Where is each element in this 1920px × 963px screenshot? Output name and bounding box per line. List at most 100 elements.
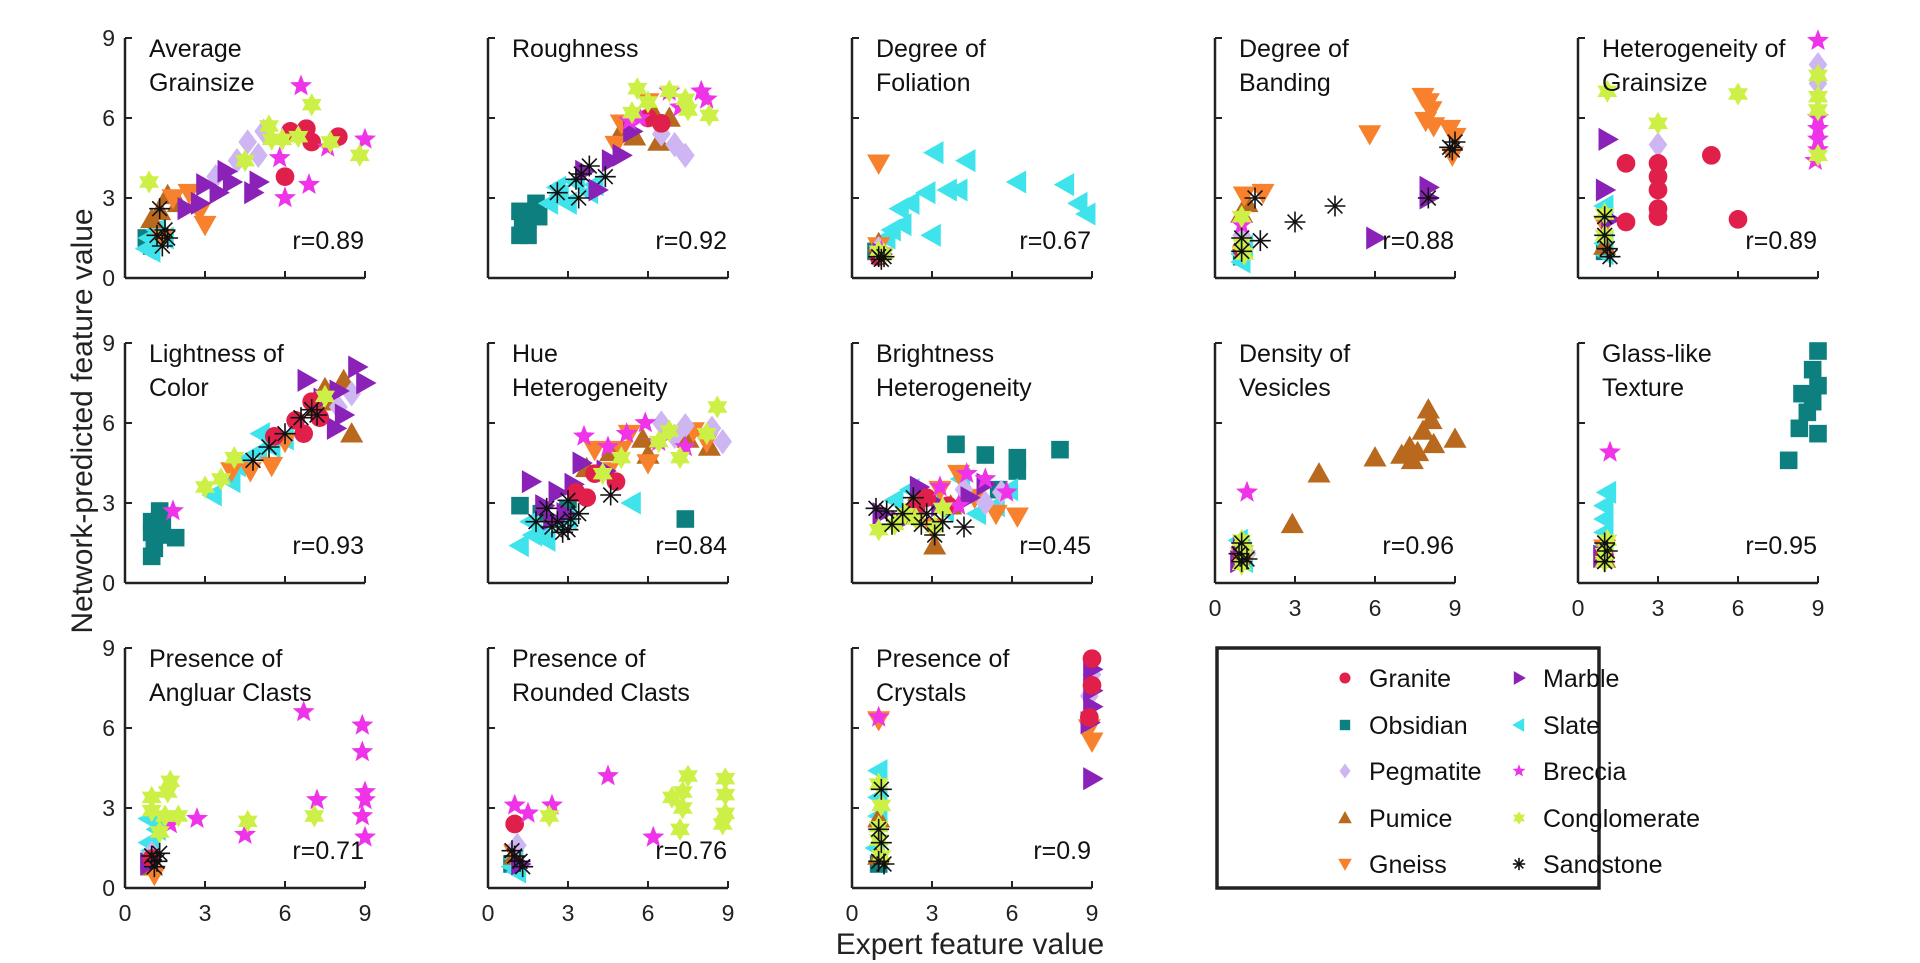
point-granite bbox=[651, 113, 671, 133]
point-conglomerate bbox=[707, 395, 728, 419]
point-sandstone bbox=[541, 516, 563, 538]
point-gneiss bbox=[1411, 87, 1435, 109]
legend-label: Breccia bbox=[1543, 758, 1626, 786]
point-gneiss bbox=[1422, 117, 1446, 138]
point-conglomerate bbox=[871, 844, 892, 868]
point-marble bbox=[249, 170, 270, 194]
points bbox=[1230, 87, 1467, 274]
point-conglomerate bbox=[1808, 85, 1828, 109]
panel-title: Presence of Angluar Clasts bbox=[149, 645, 312, 707]
point-pumice bbox=[1422, 432, 1446, 454]
point-conglomerate bbox=[659, 419, 680, 443]
point-granite bbox=[1616, 153, 1636, 173]
x-tick-label: 0 bbox=[846, 900, 859, 926]
x-tick-label: 6 bbox=[1732, 595, 1745, 621]
point-sandstone bbox=[1249, 230, 1271, 252]
point-sandstone bbox=[870, 832, 892, 854]
panel-title: Density of Vesicles bbox=[1239, 340, 1350, 402]
point-pegmatite bbox=[975, 490, 995, 516]
point-obsidian bbox=[1809, 424, 1827, 443]
correlation-label: r=0.93 bbox=[292, 532, 364, 560]
points bbox=[864, 649, 1104, 875]
legend-marker-pegmatite bbox=[1339, 763, 1351, 779]
point-pegmatite bbox=[342, 381, 362, 407]
x-tick-label: 3 bbox=[1289, 595, 1302, 621]
point-pumice bbox=[340, 422, 364, 443]
point-gneiss bbox=[1419, 101, 1443, 122]
point-granite bbox=[577, 488, 597, 508]
legend-label: Gneiss bbox=[1369, 851, 1447, 879]
panel-title: Heterogeneity of Grainsize bbox=[1602, 35, 1786, 97]
panel-title: Presence of Rounded Clasts bbox=[512, 645, 690, 707]
x-tick-label: 9 bbox=[1449, 595, 1462, 621]
point-obsidian bbox=[1008, 462, 1027, 480]
correlation-label: r=0.76 bbox=[655, 837, 727, 865]
points bbox=[867, 141, 1096, 270]
panel-roughness: Roughness r=0.92 bbox=[486, 35, 729, 280]
point-conglomerate bbox=[696, 422, 717, 446]
point-gneiss bbox=[984, 504, 1008, 526]
point-pegmatite bbox=[651, 410, 671, 436]
point-gneiss bbox=[193, 215, 217, 237]
point-breccia bbox=[351, 804, 374, 826]
point-slate bbox=[920, 223, 941, 247]
point-sandstone bbox=[1594, 224, 1616, 246]
point-obsidian bbox=[1008, 448, 1027, 467]
point-breccia bbox=[1236, 480, 1258, 502]
legend-label: Pumice bbox=[1369, 805, 1452, 833]
legend-item-slate: Slate bbox=[1512, 712, 1600, 740]
x-tick-label: 0 bbox=[119, 900, 132, 926]
panel-title: Hue Heterogeneity bbox=[512, 340, 668, 402]
point-slate bbox=[923, 141, 944, 165]
point-marble bbox=[177, 197, 198, 221]
point-slate bbox=[947, 178, 968, 202]
correlation-label: r=0.96 bbox=[1382, 532, 1454, 560]
point-conglomerate bbox=[224, 446, 245, 470]
point-pegmatite bbox=[238, 129, 258, 155]
points bbox=[1593, 342, 1827, 574]
point-pumice bbox=[1363, 446, 1387, 467]
point-obsidian bbox=[529, 207, 548, 226]
point-sandstone bbox=[525, 511, 547, 533]
panel-title: Presence of Crystals bbox=[876, 645, 1009, 707]
panel-brightness-heterogeneity: Brightness Heterogeneity r=0.45 bbox=[850, 340, 1093, 585]
point-slate bbox=[1053, 173, 1075, 197]
point-conglomerate bbox=[195, 475, 215, 499]
point-obsidian bbox=[513, 213, 532, 231]
panel-title: Degree of Foliation bbox=[876, 35, 986, 97]
point-conglomerate bbox=[211, 467, 231, 491]
point-sandstone bbox=[1324, 195, 1346, 217]
y-tick-label: 3 bbox=[102, 185, 115, 211]
points bbox=[511, 77, 720, 245]
legend-label: Marble bbox=[1543, 665, 1619, 693]
point-breccia bbox=[351, 740, 374, 762]
point-breccia bbox=[955, 462, 978, 483]
correlation-label: r=0.9 bbox=[1033, 837, 1091, 865]
panel-title: Glass-like Texture bbox=[1602, 340, 1712, 402]
point-conglomerate bbox=[1808, 63, 1828, 87]
correlation-label: r=0.45 bbox=[1019, 532, 1091, 560]
panel-title: Degree of Banding bbox=[1239, 35, 1349, 97]
point-obsidian bbox=[676, 510, 695, 528]
y-tick-label: 0 bbox=[102, 265, 115, 291]
point-pumice bbox=[1411, 419, 1435, 440]
points bbox=[142, 355, 377, 566]
point-breccia bbox=[503, 793, 526, 815]
x-tick-label: 9 bbox=[1086, 900, 1099, 926]
point-breccia bbox=[1807, 117, 1829, 138]
point-conglomerate bbox=[715, 801, 736, 825]
point-breccia bbox=[186, 807, 208, 828]
point-breccia bbox=[541, 793, 563, 815]
legend-item-sandstone: Sandstone bbox=[1512, 851, 1663, 879]
point-slate bbox=[899, 191, 920, 215]
point-breccia bbox=[1599, 440, 1621, 462]
point-conglomerate bbox=[315, 384, 335, 408]
point-obsidian bbox=[1809, 376, 1827, 395]
point-marble bbox=[209, 181, 230, 205]
legend-item-breccia: Breccia bbox=[1512, 758, 1626, 786]
point-conglomerate bbox=[168, 804, 189, 828]
legend-marker-conglomerate bbox=[1513, 811, 1525, 825]
point-granite bbox=[1648, 180, 1668, 200]
point-sandstone bbox=[578, 155, 600, 177]
